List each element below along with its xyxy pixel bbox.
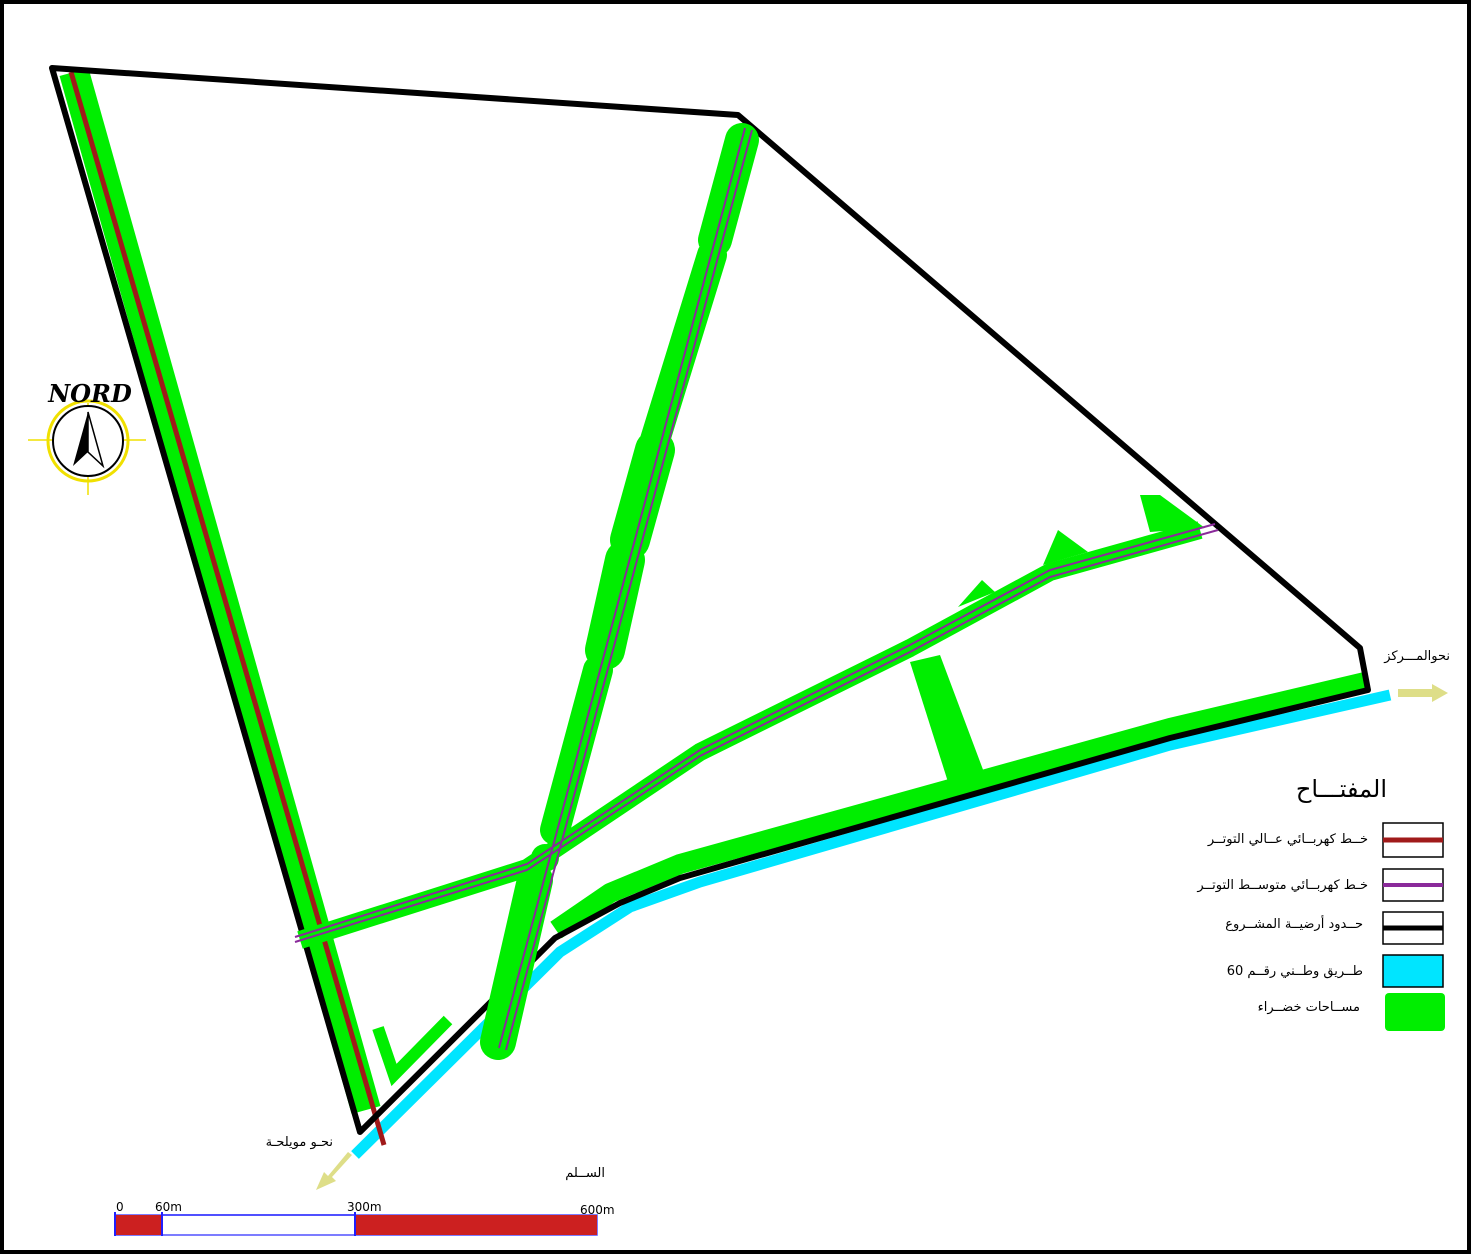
green-area <box>372 1015 453 1087</box>
north-label: NORD <box>47 379 132 408</box>
legend-swatches <box>1382 822 1445 1031</box>
compass: NORD <box>28 379 146 495</box>
green-area <box>958 580 995 607</box>
legend-label: حــدود أرضيــة المشــروع <box>1225 915 1363 932</box>
green-strip <box>550 672 1368 939</box>
green-area <box>1043 530 1088 565</box>
green-area <box>1140 495 1205 532</box>
scale-title: الســلم <box>565 1166 605 1181</box>
scale-label: 60m <box>155 1200 182 1214</box>
legend-label: خــط كهربــائي عــالي التوتــر <box>1207 832 1368 847</box>
legend-label: طــريق وطــني رقــم 60 <box>1227 964 1363 979</box>
direction-arrow <box>1398 684 1448 702</box>
mv-line <box>294 127 1219 1051</box>
green-area <box>910 655 985 782</box>
scale-bar <box>114 1212 598 1236</box>
scale-label: 0 <box>116 1200 124 1214</box>
direction-label: نحـو مويلحـة <box>266 1135 333 1150</box>
scale-label: 300m <box>347 1200 382 1214</box>
legend-label: مســاحات خضــراء <box>1258 1000 1360 1015</box>
direction-arrow <box>316 1152 352 1190</box>
legend-label: خـط كهربــائي متوســط التوتــر <box>1196 878 1368 893</box>
hv-line <box>68 71 387 1146</box>
boundary <box>49 65 1371 1135</box>
direction-label: نحوالمـــركز <box>1383 649 1450 664</box>
scale-label: 600m <box>580 1203 615 1217</box>
legend-title: المفتـــاح <box>1296 775 1387 803</box>
green-strip <box>297 521 1203 949</box>
